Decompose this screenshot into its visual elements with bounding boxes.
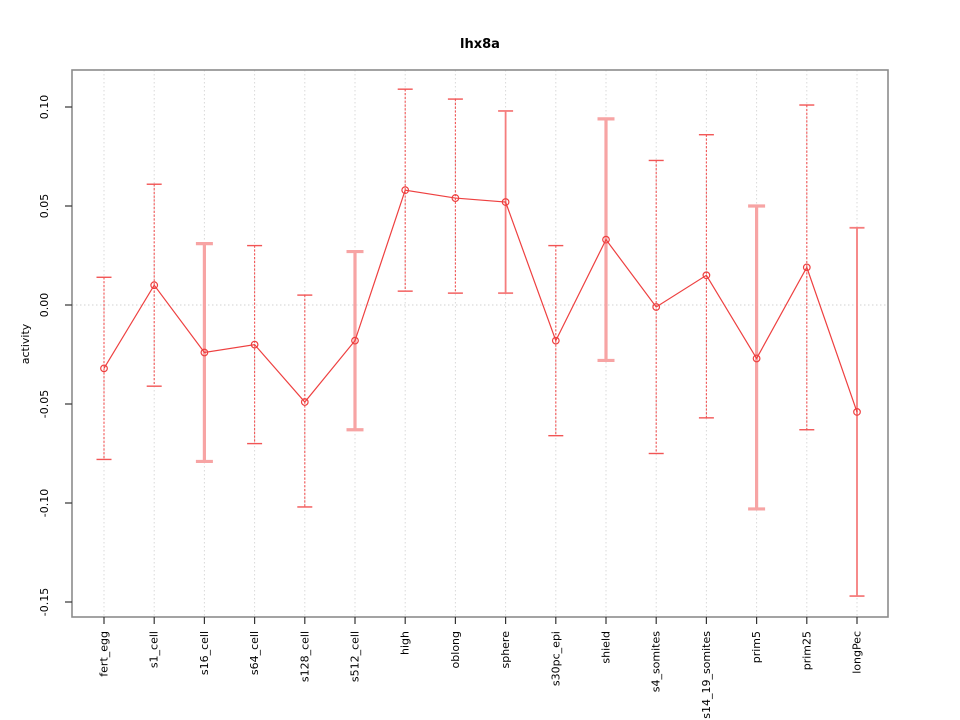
- data-point: [802, 263, 811, 272]
- data-point: [200, 348, 209, 357]
- x-tick-label: oblong: [449, 631, 462, 668]
- data-point: [602, 235, 610, 244]
- x-tick-label: s64_cell: [248, 631, 261, 675]
- x-tick-label: high: [399, 631, 412, 655]
- data-point: [501, 198, 510, 206]
- x-tick-label: prim25: [800, 631, 813, 670]
- x-tick-label: s16_cell: [198, 631, 211, 675]
- plot-border: [71, 69, 889, 618]
- data-point: [652, 303, 661, 311]
- data-point: [250, 340, 259, 349]
- x-tick-label: shield: [600, 631, 613, 664]
- y-tick-label: 0.10: [38, 95, 51, 120]
- data-point: [752, 354, 761, 363]
- y-tick-label: -0.05: [38, 390, 51, 418]
- data-point: [702, 271, 711, 280]
- data-point: [150, 281, 159, 290]
- data-point: [401, 186, 410, 195]
- x-tick-label: sphere: [499, 631, 512, 669]
- x-tick-label: s14_19_somites: [700, 631, 713, 719]
- x-tick-label: s30pc_epi: [549, 631, 562, 686]
- chart-title: lhx8a: [460, 37, 500, 52]
- y-tick-label: -0.15: [38, 588, 51, 616]
- data-point: [100, 364, 108, 373]
- data-point: [551, 336, 560, 345]
- x-tick-label: fert_egg: [98, 631, 111, 677]
- x-tick-label: s4_somites: [650, 631, 663, 693]
- data-point: [300, 398, 309, 406]
- y-tick-label: 0.05: [38, 194, 51, 219]
- x-tick-label: s1_cell: [148, 631, 161, 668]
- x-tick-label: longPec: [851, 631, 864, 674]
- x-tick-label: s512_cell: [349, 631, 362, 682]
- x-tick-label: prim5: [750, 631, 763, 663]
- x-tick-label: s128_cell: [298, 631, 311, 682]
- y-tick-label: 0.00: [38, 293, 51, 318]
- series-line: [103, 189, 858, 413]
- data-point: [351, 336, 359, 345]
- data-point: [853, 408, 861, 416]
- y-tick-label: -0.10: [38, 489, 51, 517]
- data-point: [451, 194, 460, 202]
